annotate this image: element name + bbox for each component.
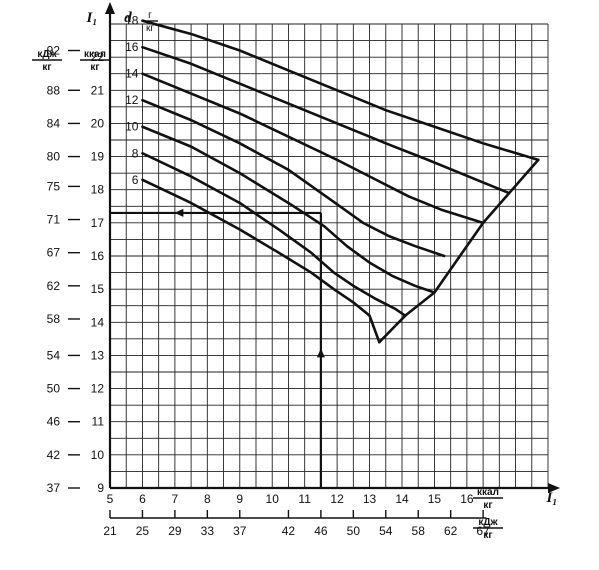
x-kj-tick-label: 25: [136, 524, 150, 538]
x-tick-label: 13: [363, 492, 377, 506]
series-line-d-8: [141, 151, 407, 317]
chart-curves: [110, 19, 540, 488]
x-kj-tick-label: 50: [347, 524, 361, 538]
series-line-d-6: [141, 178, 381, 344]
series-line-d-14: [141, 72, 485, 225]
series-label-d-8: 8: [132, 146, 139, 160]
series-label-d-18: 18: [125, 14, 139, 28]
y-kj-tick-label: 58: [47, 312, 61, 326]
y-tick-label: 20: [91, 116, 105, 130]
y-unit-kcal-denominator: кг: [90, 62, 99, 73]
y-tick-label: 12: [91, 382, 105, 396]
x-unit-kj-denominator: кг: [483, 530, 492, 541]
y-tick-label: 19: [91, 150, 105, 164]
d-label: d: [124, 10, 132, 26]
y-kj-tick-label: 71: [47, 213, 61, 227]
y-kj-tick-label: 46: [47, 415, 61, 429]
y-axis-label: I₁: [85, 10, 97, 26]
y-tick-label: 16: [91, 249, 105, 263]
series-line-d-18: [141, 19, 540, 162]
y-kj-tick-label: 42: [47, 448, 61, 462]
y-unit-kj-denominator: кг: [42, 62, 51, 73]
y-tick-label: 18: [91, 183, 105, 197]
y-kj-tick-label: 84: [47, 116, 61, 130]
chart-labels: 5 6 7 8 9 10 11 12 13 14 15 16910111213141516171819…: [32, 10, 558, 541]
y-kj-tick-label: 37: [47, 481, 61, 495]
series-line-d-12: [141, 98, 446, 258]
x-axis-label: I₁: [545, 490, 557, 506]
x-kj-tick-label: 58: [412, 524, 426, 538]
y-tick-label: 10: [91, 448, 105, 462]
series-line-d-16: [141, 45, 511, 195]
x-unit-kcal-numerator: ккал: [477, 487, 499, 498]
x-unit-kcal-denominator: кг: [483, 500, 492, 511]
y-tick-label: 15: [91, 282, 105, 296]
y-kj-tick-label: 62: [47, 279, 61, 293]
y-kj-tick-label: 67: [47, 246, 61, 260]
y-kj-tick-label: 92: [47, 44, 61, 58]
y-kj-tick-label: 80: [47, 150, 61, 164]
d-unit-denominator: кг: [146, 23, 154, 34]
x-kj-tick-label: 62: [444, 524, 458, 538]
y-kj-tick-label: 50: [47, 382, 61, 396]
y-unit-kj-numerator: кДж: [37, 49, 57, 60]
x-kj-tick-label: 33: [201, 524, 215, 538]
series-line-d-10: [141, 125, 436, 294]
chart-grid: [109, 23, 549, 489]
x-kj-tick-label: 29: [168, 524, 182, 538]
boundary-line: [377, 158, 540, 344]
x-tick-label: 15: [428, 492, 442, 506]
x-kj-tick-label: 42: [282, 524, 296, 538]
y-tick-label: 13: [91, 348, 105, 362]
x-kj-tick-label: 37: [233, 524, 247, 538]
y-kj-tick-label: 88: [47, 83, 61, 97]
series-label-d-6: 6: [132, 173, 139, 187]
x-unit-kj-numerator: кДж: [478, 517, 498, 528]
series-label-d-14: 14: [125, 67, 139, 81]
x-tick-label: 5: [107, 492, 114, 506]
x-tick-label: 6: [139, 492, 146, 506]
d-unit-numerator: г: [148, 10, 152, 21]
series-label-d-10: 10: [125, 120, 139, 134]
y-tick-label: 21: [91, 83, 105, 97]
x-tick-label: 11: [298, 492, 311, 506]
x-kj-tick-label: 21: [103, 524, 117, 538]
x-kj-tick-label: 54: [379, 524, 393, 538]
x-tick-label: 16: [460, 492, 474, 506]
y-tick-label: 14: [91, 315, 105, 329]
y-tick-label: 9: [97, 481, 104, 495]
series-label-d-16: 16: [125, 40, 139, 54]
y-tick-label: 11: [92, 415, 105, 429]
x-tick-label: 7: [172, 492, 179, 506]
x-tick-label: 8: [204, 492, 211, 506]
series-label-d-12: 12: [125, 93, 139, 107]
x-kj-tick-label: 46: [314, 524, 328, 538]
x-tick-label: 14: [395, 492, 409, 506]
guide-arrow-left: [174, 208, 184, 217]
x-tick-label: 9: [236, 492, 243, 506]
y-unit-kcal-numerator: ккал: [84, 49, 106, 60]
guide-arrow-up: [316, 348, 325, 358]
y-kj-tick-label: 75: [47, 179, 61, 193]
y-axis-arrow: [105, 2, 115, 14]
x-tick-label: 10: [266, 492, 280, 506]
y-kj-tick-label: 54: [47, 348, 61, 362]
y-tick-label: 17: [91, 216, 105, 230]
chart-axes: [68, 2, 560, 519]
x-tick-label: 12: [330, 492, 344, 506]
x-axis-arrow: [548, 483, 560, 493]
